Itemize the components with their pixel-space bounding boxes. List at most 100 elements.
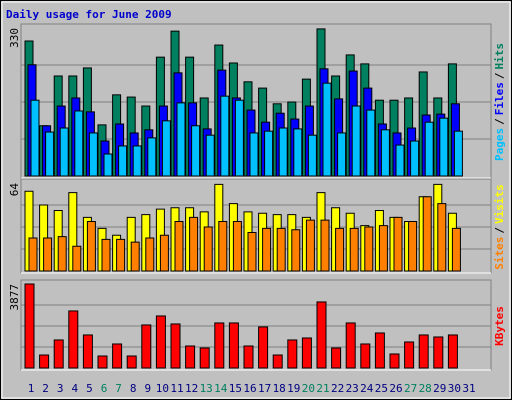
bar (203, 226, 213, 272)
bar (39, 354, 50, 369)
bar (337, 132, 347, 177)
x-tick-label: 1 (28, 382, 35, 395)
legend: KBytes (493, 306, 506, 346)
x-tick-label: 11 (170, 382, 183, 395)
bar (424, 121, 434, 177)
bar (218, 221, 228, 272)
bar (291, 229, 301, 272)
x-tick-label: 27 (404, 382, 417, 395)
bar (170, 323, 181, 369)
bar (410, 140, 420, 177)
bar (118, 145, 128, 177)
bar (101, 238, 111, 272)
x-tick-label: 20 (302, 382, 315, 395)
bar (374, 332, 385, 369)
bar (174, 221, 184, 272)
legend-entry: KBytes (493, 306, 506, 346)
bar (243, 345, 254, 369)
x-tick-label: 21 (316, 382, 329, 395)
bar (293, 128, 303, 177)
bar (351, 105, 361, 177)
x-tick-label: 3 (57, 382, 64, 395)
bar (437, 203, 447, 272)
bar (191, 125, 201, 177)
bar (205, 134, 215, 177)
bar (53, 339, 64, 369)
x-tick-label: 31 (462, 382, 475, 395)
bar (249, 132, 259, 177)
bar (161, 120, 171, 177)
bar (453, 130, 463, 177)
bar (214, 322, 225, 369)
bar (404, 341, 415, 369)
x-tick-label: 19 (287, 382, 300, 395)
x-tick-label: 13 (200, 382, 213, 395)
bar (132, 145, 142, 177)
x-tick-label: 16 (243, 382, 256, 395)
legend-separator: / (493, 72, 506, 79)
bar (447, 334, 458, 369)
bar (262, 227, 272, 272)
x-tick-label: 22 (331, 382, 344, 395)
x-tick-label: 30 (448, 382, 461, 395)
bar (72, 245, 82, 272)
bar (451, 227, 461, 272)
bar (264, 130, 274, 177)
bar (141, 324, 152, 369)
bar (364, 226, 374, 272)
bar (247, 232, 257, 272)
bar (307, 134, 317, 177)
bar (199, 347, 210, 369)
bar (59, 127, 69, 177)
bar (395, 144, 405, 177)
y-tick-label: 330 (8, 28, 21, 48)
bar (408, 221, 418, 272)
bar (30, 99, 40, 177)
bar (439, 117, 449, 177)
x-tick-label: 25 (375, 382, 388, 395)
x-tick-label: 2 (42, 382, 49, 395)
bar (82, 334, 93, 369)
x-tick-label: 15 (229, 382, 242, 395)
legend-entry: Files (493, 82, 506, 115)
x-tick-label: 6 (101, 382, 108, 395)
bar (86, 221, 96, 272)
bar (155, 315, 166, 369)
legend: Sites / Visits (493, 184, 506, 270)
bar (380, 129, 390, 177)
bar (278, 127, 288, 177)
x-tick-label: 10 (156, 382, 169, 395)
bar (232, 221, 242, 272)
bar (112, 343, 123, 369)
x-tick-label: 9 (144, 382, 151, 395)
x-tick-label: 23 (346, 382, 359, 395)
x-tick-label: 12 (185, 382, 198, 395)
bar (74, 110, 84, 177)
x-tick-label: 29 (433, 382, 446, 395)
bar (176, 102, 186, 177)
legend-entry: Pages (493, 128, 506, 161)
bar (433, 336, 444, 369)
bar (185, 345, 196, 369)
legend-entry: Hits (493, 43, 506, 70)
bar (393, 216, 403, 272)
chart-title: Daily usage for June 2009 (6, 8, 172, 21)
x-tick-label: 24 (360, 382, 374, 395)
bar (57, 236, 67, 272)
y-tick-label: 64 (8, 183, 21, 197)
x-tick-label: 28 (419, 382, 432, 395)
bar (68, 310, 79, 369)
bar (126, 355, 137, 369)
bar (349, 227, 359, 272)
legend-entry: Sites (493, 237, 506, 270)
x-tick-label: 18 (273, 382, 286, 395)
bar (116, 238, 126, 272)
x-tick-label: 26 (389, 382, 402, 395)
legend: Pages / Files / Hits (493, 43, 506, 161)
x-tick-label: 14 (214, 382, 228, 395)
bar (322, 82, 332, 177)
x-tick-label: 17 (258, 382, 271, 395)
bar (418, 334, 429, 369)
x-tick-label: 5 (86, 382, 93, 395)
